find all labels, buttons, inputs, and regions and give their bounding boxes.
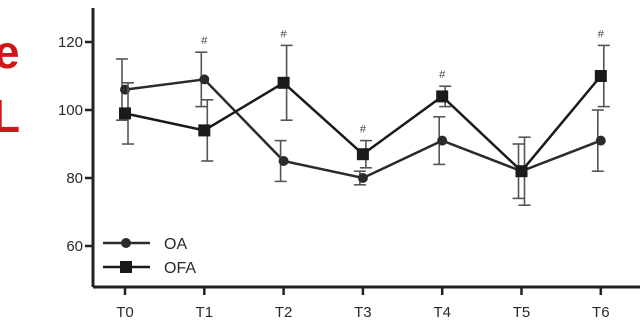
significance-marker-6: #: [598, 28, 605, 40]
point-OA-3: [357, 173, 368, 183]
legend: OA OFA: [103, 236, 196, 277]
x-tick-label-T1: T1: [196, 304, 214, 321]
point-OA-1: [199, 74, 210, 85]
y-tick-label-120: 120: [58, 34, 83, 51]
edge-letter-bottom: L: [0, 90, 20, 142]
x-tick-label-T2: T2: [275, 304, 293, 321]
legend-marker-OA: [121, 238, 131, 248]
series-OFA: [119, 44, 610, 206]
significance-marker-2: #: [281, 28, 288, 40]
series-layer: # # # # #: [116, 28, 610, 206]
point-OFA-5: [515, 165, 528, 178]
y-tick-label-60: 60: [66, 238, 83, 255]
point-OFA-2: [277, 76, 290, 89]
significance-marker-1: #: [201, 35, 208, 47]
y-tick-label-80: 80: [66, 170, 83, 187]
legend-marker-OFA: [120, 261, 132, 273]
point-OFA-1: [198, 124, 211, 137]
legend-label-OA: OA: [164, 236, 187, 253]
axes: 60 80 100 120 T0 T1 T2 T3 T4 T5 T6: [58, 8, 640, 321]
point-OA-2: [278, 156, 289, 166]
y-tick-label-100: 100: [58, 102, 83, 119]
point-OFA-6: [594, 70, 607, 82]
x-tick-label-T4: T4: [433, 304, 451, 321]
significance-marker-4: #: [439, 69, 446, 81]
legend-label-OFA: OFA: [164, 260, 196, 277]
significance-marker-3: #: [360, 124, 367, 136]
x-tick-label-T3: T3: [354, 304, 372, 321]
x-tick-label-T0: T0: [116, 304, 134, 321]
point-OFA-0: [119, 107, 131, 120]
point-OA-6: [595, 135, 606, 146]
point-OFA-4: [436, 90, 449, 103]
point-OA-4: [437, 135, 448, 146]
edge-letter-top: e: [0, 26, 20, 78]
point-OFA-3: [356, 148, 369, 161]
x-tick-label-T5: T5: [513, 304, 531, 321]
x-tick-label-T6: T6: [592, 304, 610, 321]
